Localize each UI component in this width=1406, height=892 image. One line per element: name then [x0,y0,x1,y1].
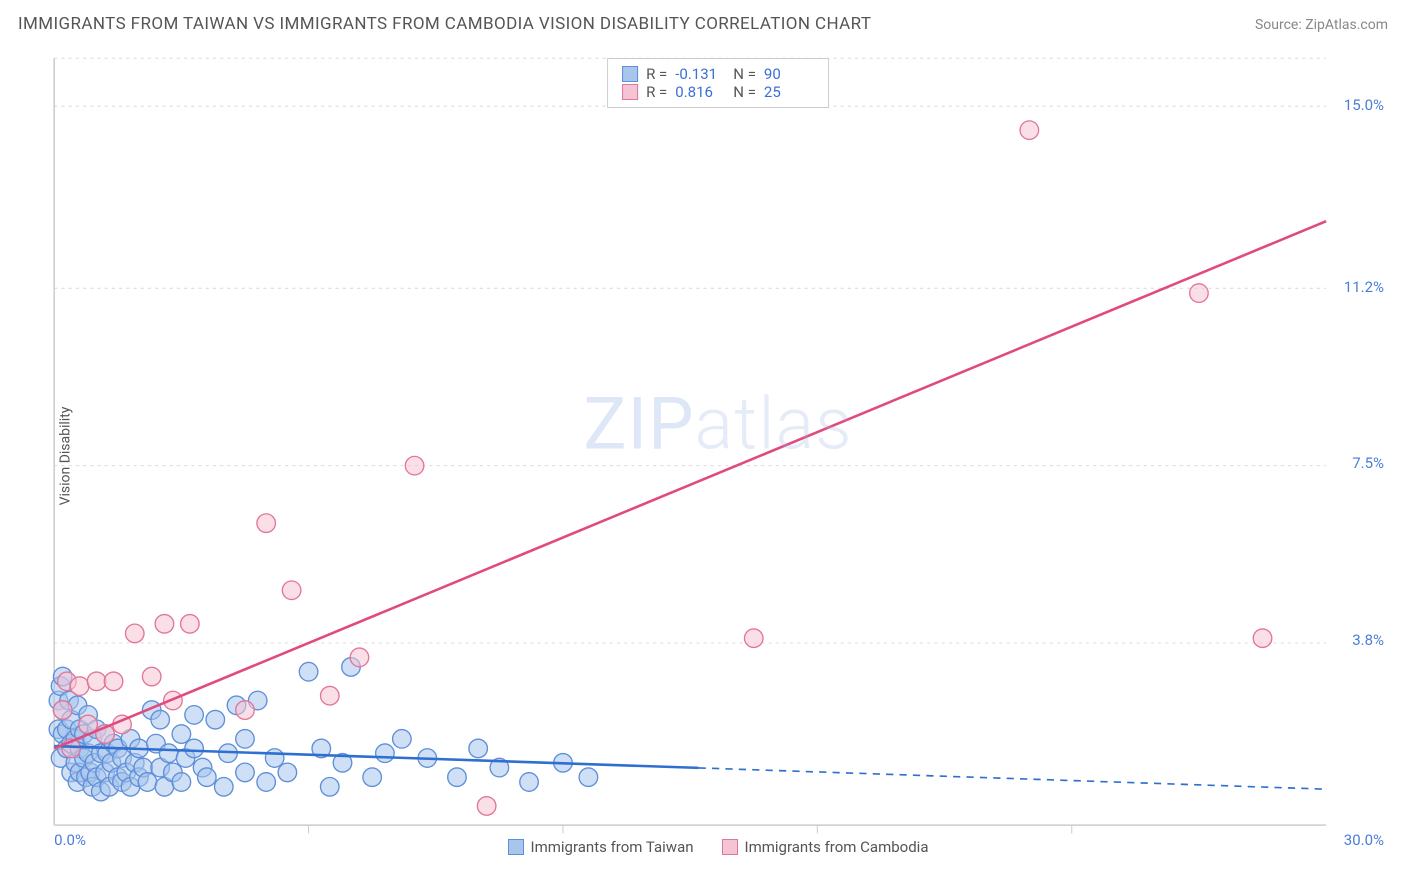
n-value-cambodia: 25 [764,83,814,101]
source-label: Source: ZipAtlas.com [1255,17,1388,33]
x-min-label: 0.0% [54,831,86,849]
r-value-cambodia: 0.816 [675,83,725,101]
swatch-cambodia [622,84,638,100]
y-tick-label: 7.5% [1352,454,1384,472]
stats-row-taiwan: R = -0.131 N = 90 [622,65,814,83]
r-label: R = [646,83,667,101]
n-label: N = [733,65,756,83]
r-value-taiwan: -0.131 [675,65,725,83]
y-tick-label: 11.2% [1344,278,1384,296]
chart-title: IMMIGRANTS FROM TAIWAN VS IMMIGRANTS FRO… [18,14,871,34]
x-max-label: 30.0% [1344,831,1384,849]
n-value-taiwan: 90 [764,65,814,83]
chart-area: Vision Disability ZIPatlas R = -0.131 N … [48,50,1388,862]
swatch-taiwan [622,66,638,82]
stats-row-cambodia: R = 0.816 N = 25 [622,83,814,101]
y-tick-label: 3.8% [1352,631,1384,649]
n-label: N = [733,83,756,101]
r-label: R = [646,65,667,83]
stats-legend-box: R = -0.131 N = 90 R = 0.816 N = 25 [607,58,829,108]
scatter-plot-svg [48,50,1388,864]
title-bar: IMMIGRANTS FROM TAIWAN VS IMMIGRANTS FRO… [18,14,1388,34]
y-tick-label: 15.0% [1344,96,1384,114]
